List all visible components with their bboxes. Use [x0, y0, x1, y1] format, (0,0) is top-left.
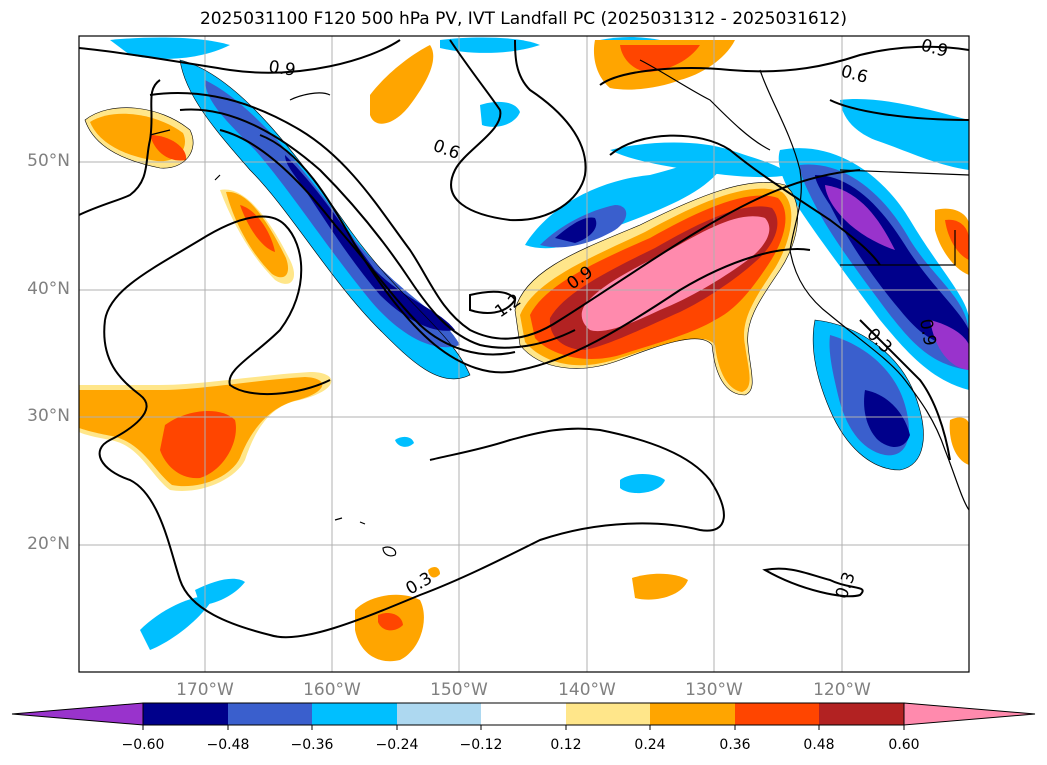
colorbar-tick-label: −0.36 [290, 737, 334, 753]
anomaly-outlines [84, 59, 924, 471]
lat-label: 50°N [27, 151, 70, 171]
colorbar-extend-max [903, 702, 1036, 726]
colorbar-tick-label: 0.48 [803, 737, 835, 753]
contour-label: 0.9 [915, 317, 939, 347]
lat-label: 20°N [27, 534, 70, 554]
colorbar-segment [397, 703, 481, 725]
negative-anomaly-east [778, 99, 969, 470]
colorbar-segment [650, 703, 735, 725]
colorbar-segment [143, 703, 228, 725]
colorbar-extend-min [11, 702, 144, 726]
map-area [79, 36, 969, 672]
positive-anomaly-central [515, 182, 798, 395]
map-title: 2025031100 F120 500 hPa PV, IVT Landfall… [199, 9, 847, 29]
colorbar-segment [819, 703, 904, 725]
colorbar-tick-label: 0.60 [888, 737, 920, 753]
colorbar-tick-label: 0.24 [634, 737, 666, 753]
colorbar-segment [312, 703, 397, 725]
negative-anomaly-central [480, 101, 790, 249]
map-frame [78, 35, 970, 673]
lon-label: 140°W [558, 680, 616, 700]
colorbar-tick-label: −0.24 [375, 737, 419, 753]
grid-lines [79, 36, 969, 672]
colorbar-tick-label: 0.36 [719, 737, 751, 753]
lon-label: 150°W [430, 680, 488, 700]
lat-label: 30°N [27, 406, 70, 426]
lon-label: 120°W [813, 680, 871, 700]
lat-label: 40°N [27, 279, 70, 299]
lon-label: 130°W [685, 680, 743, 700]
lon-label: 170°W [176, 680, 234, 700]
colorbar-segment [228, 703, 312, 725]
colorbar-segment [481, 703, 566, 725]
coastlines [149, 59, 969, 557]
colorbar-tick-label: −0.48 [206, 737, 250, 753]
lon-label: 160°W [303, 680, 361, 700]
colorbar-tick-label: −0.12 [459, 737, 503, 753]
pv-contours [79, 39, 969, 639]
colorbar-tick-label: 0.12 [550, 737, 582, 753]
colorbar-segment [566, 703, 650, 725]
colorbar-segment [735, 703, 819, 725]
colorbar-tick-label: −0.60 [121, 737, 165, 753]
colorbar [11, 702, 1036, 730]
contour-label: 0.9 [267, 57, 297, 81]
